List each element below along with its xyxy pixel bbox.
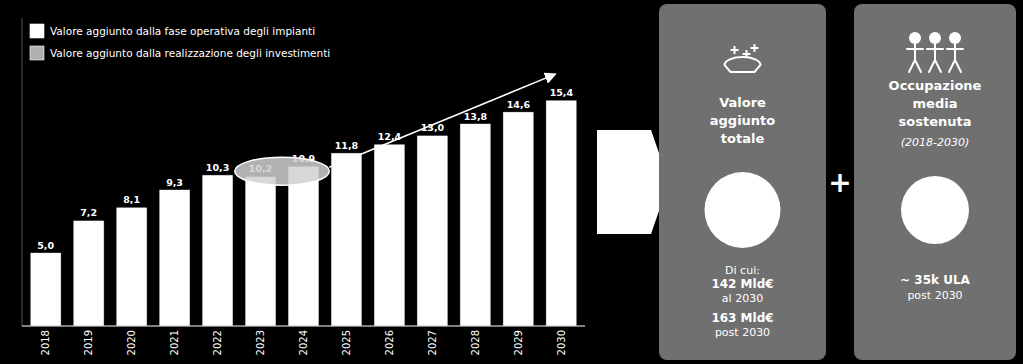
data-label: 7,2 — [80, 207, 97, 218]
bar — [30, 253, 61, 326]
bars — [30, 100, 577, 326]
card — [659, 4, 826, 360]
icon — [947, 44, 963, 72]
card — [854, 4, 1016, 360]
card-circle — [705, 172, 781, 248]
data-label: 12,4 — [378, 131, 402, 142]
bar — [460, 124, 491, 326]
y-axis-line — [22, 18, 23, 326]
data-label: 11,8 — [335, 140, 359, 151]
x-tick-label: 2026 — [384, 330, 395, 355]
annotation: (2018-2030) — [901, 136, 970, 149]
annotation: al 2030 — [722, 292, 763, 305]
x-tick-label: 2027 — [427, 330, 438, 355]
legend-entry: Valore aggiunto dalla realizzazione degl… — [50, 47, 330, 59]
data-label: 5,0 — [37, 240, 54, 251]
bar — [73, 220, 104, 326]
bar — [202, 175, 233, 326]
legend-swatch — [30, 24, 44, 38]
chart-root: 5,07,28,19,310,310,210,911,812,413,013,8… — [0, 0, 1023, 364]
data-label: 15,4 — [550, 87, 574, 98]
annotation-line: + — [828, 166, 851, 199]
icon — [731, 46, 739, 54]
icon — [949, 32, 961, 44]
annotation-line: post 2030 — [715, 326, 770, 339]
bar — [116, 207, 147, 326]
bar — [159, 190, 190, 326]
bar — [245, 176, 276, 326]
icon — [929, 32, 941, 44]
icon — [909, 32, 921, 44]
data-label: 9,3 — [166, 177, 183, 188]
chevron — [597, 130, 669, 234]
legend-swatch — [30, 46, 44, 60]
icon — [907, 44, 923, 72]
annotation: post 2030 — [715, 326, 770, 339]
annotation: 142 Mld€ — [711, 277, 773, 291]
bar — [417, 135, 448, 326]
x-tick-label: 2025 — [341, 330, 352, 355]
bar — [546, 100, 577, 326]
data-label: 13,8 — [464, 111, 488, 122]
annotation: Occupazione media sostenuta — [889, 78, 982, 129]
annotation-line: media — [913, 96, 958, 111]
bar — [374, 144, 405, 326]
annotation: Di cui: — [725, 264, 760, 277]
bar — [288, 166, 319, 326]
x-tick-label: 2030 — [556, 330, 567, 355]
x-tick-label: 2022 — [212, 330, 223, 355]
annotation-line: Occupazione — [889, 78, 982, 93]
annotation-arrow — [329, 74, 555, 167]
annotation: 163 Mld€ — [711, 311, 773, 325]
chart: 5,07,28,19,310,310,210,911,812,413,013,8… — [0, 0, 1023, 364]
legend-entry: Valore aggiunto dalla fase operativa deg… — [50, 25, 315, 37]
baseline — [22, 326, 585, 327]
annotation: + — [828, 166, 851, 199]
annotation-line: sostenuta — [899, 114, 972, 129]
bar — [503, 112, 534, 326]
annotation: ~ 35k ULA — [900, 273, 970, 287]
icon — [725, 57, 761, 72]
annotation-line: Valore — [719, 95, 766, 110]
x-tick-label: 2019 — [83, 330, 94, 355]
card-circle — [901, 176, 969, 244]
x-tick-label: 2020 — [126, 330, 137, 355]
annotation-line: totale — [721, 131, 765, 146]
annotation-line: ~ 35k ULA — [900, 273, 970, 287]
bar — [331, 153, 362, 326]
x-tick-label: 2029 — [513, 330, 524, 355]
annotation-line: 163 Mld€ — [711, 311, 773, 325]
icon — [927, 44, 943, 72]
icon — [751, 44, 759, 52]
highlight-ellipse — [235, 157, 330, 185]
x-tick-label: 2023 — [255, 330, 266, 355]
x-tick-label: 2018 — [40, 330, 51, 355]
background — [0, 0, 1023, 364]
x-tick-label: 2028 — [470, 330, 481, 355]
data-label: 14,6 — [507, 99, 531, 110]
data-label: 10,3 — [206, 162, 229, 173]
x-tick-label: 2021 — [169, 330, 180, 355]
annotation-line: 142 Mld€ — [711, 277, 773, 291]
annotation-line: aggiunto — [710, 113, 776, 128]
x-tick-label: 2024 — [298, 330, 309, 355]
annotation-line: al 2030 — [722, 292, 763, 305]
annotation: Valore aggiunto totale — [710, 95, 776, 146]
annotation-line: post 2030 — [907, 289, 962, 302]
annotation-line: Di cui: — [725, 264, 760, 277]
annotation-line: (2018-2030) — [901, 136, 970, 149]
data-label: 8,1 — [123, 194, 140, 205]
annotation: post 2030 — [907, 289, 962, 302]
legend: Valore aggiunto dalla fase operativa deg… — [30, 24, 330, 60]
